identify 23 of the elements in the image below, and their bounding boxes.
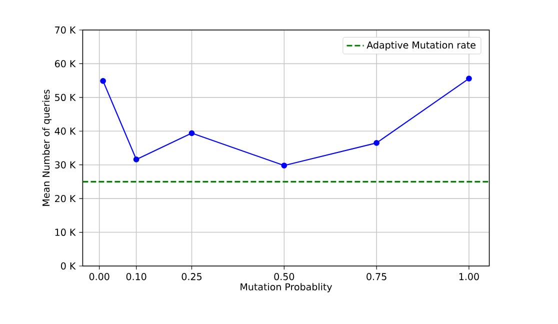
point <box>374 140 380 146</box>
point <box>133 156 140 162</box>
point <box>188 130 195 136</box>
x-tick-label: 0.00 <box>89 273 110 280</box>
y-tick-label: 40 K <box>54 128 76 135</box>
y-tick-label: 20 K <box>55 194 76 202</box>
y-tick-label: 0 K <box>61 262 76 270</box>
point <box>466 76 472 82</box>
x-axis-title: Mutation Probablity <box>240 283 332 292</box>
x-tick-label: 0.25 <box>182 273 202 280</box>
legend-label: Adaptive Mutation rate <box>366 41 476 50</box>
x-tick-label: 0.50 <box>274 273 294 280</box>
x-tick-label: 0.75 <box>366 273 386 280</box>
x-tick-label: 1.00 <box>459 273 479 280</box>
x-tick-label: 0.10 <box>126 273 146 280</box>
y-tick-label: 50 K <box>55 94 76 102</box>
y-tick-label: 60 K <box>54 60 76 68</box>
point <box>100 78 106 84</box>
point <box>281 162 288 168</box>
y-tick-label: 10 K <box>55 228 76 236</box>
y-tick-label: 30 K <box>55 161 76 168</box>
y-axis-title: Mean Number of queries <box>42 90 52 206</box>
y-tick-label: 70 K <box>55 26 76 34</box>
